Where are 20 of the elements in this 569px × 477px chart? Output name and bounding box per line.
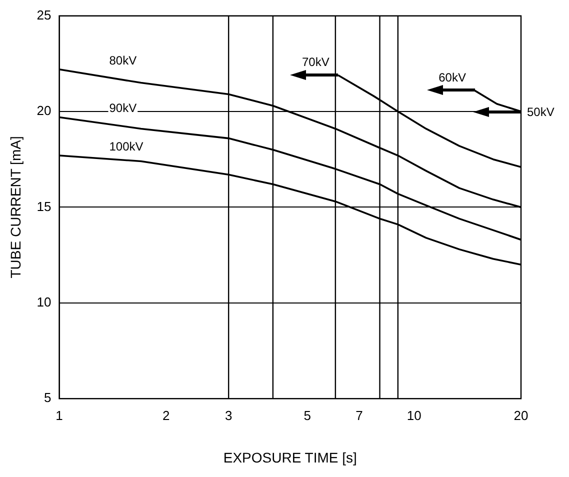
y-tick-label: 5 xyxy=(44,390,52,406)
x-tick-label: 20 xyxy=(514,408,528,423)
x-tick-label: 3 xyxy=(224,408,232,423)
x-tick-label: 1 xyxy=(56,408,63,423)
series-label: 100kV xyxy=(109,140,144,154)
y-tick-label: 20 xyxy=(36,103,52,118)
x-axis-title: EXPOSURE TIME [s] xyxy=(223,449,357,466)
x-tick-label: 7 xyxy=(356,408,363,423)
series-label: 60kV xyxy=(438,70,466,84)
series-label: 90kV xyxy=(109,101,137,116)
y-tick-label: 25 xyxy=(36,7,52,22)
y-tick-label: 10 xyxy=(36,294,52,310)
x-tick-label: 2 xyxy=(162,408,170,423)
x-tick-label: 5 xyxy=(304,408,311,423)
annotation: 50kV xyxy=(527,104,554,119)
series-label: 80kV xyxy=(109,53,137,68)
series-label: 70kV xyxy=(302,55,330,70)
y-tick-label: 15 xyxy=(36,198,52,214)
y-axis-title: TUBE CURRENT [mA] xyxy=(7,136,24,278)
x-tick-label: 10 xyxy=(406,408,422,423)
